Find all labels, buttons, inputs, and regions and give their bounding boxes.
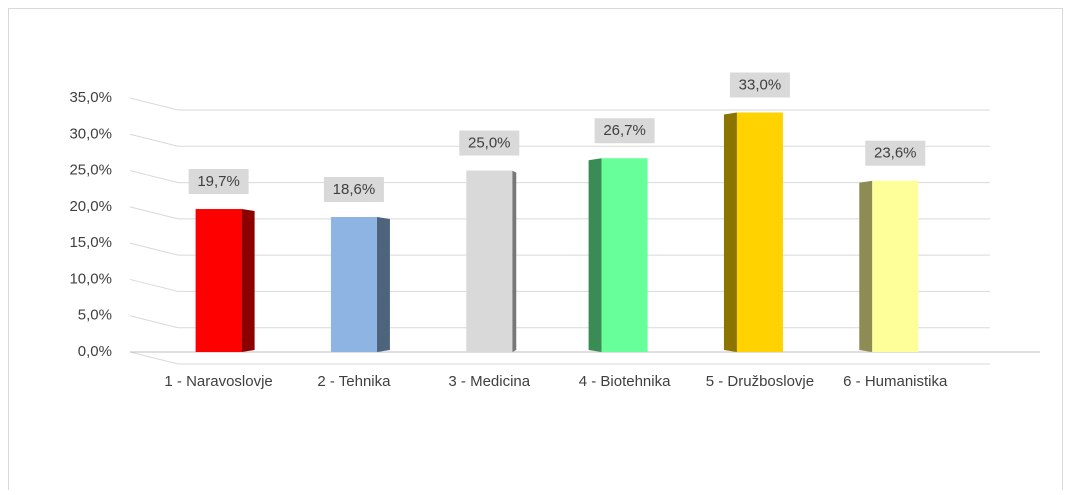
x-tick-label: 6 - Humanistika: [843, 373, 948, 390]
data-label-box: [729, 72, 790, 98]
data-label-box: [865, 140, 926, 166]
bar: [601, 158, 648, 352]
y-tick-label: 25,0%: [69, 162, 112, 179]
grid-line: [129, 242, 990, 256]
y-tick-label: 0,0%: [78, 343, 112, 360]
grid-line: [129, 133, 990, 147]
grid-line: [129, 170, 990, 184]
bar-side: [588, 158, 602, 352]
grid-line: [129, 278, 990, 292]
data-label: 19,7%: [197, 173, 240, 190]
bar-side: [512, 170, 517, 352]
bar-side: [723, 112, 737, 352]
bar-side: [376, 217, 390, 352]
data-label: 18,6%: [333, 181, 376, 198]
bar: [195, 209, 242, 352]
bar-side: [241, 209, 255, 352]
bar: [872, 180, 919, 352]
data-label: 26,7%: [603, 122, 646, 139]
bar: [466, 170, 513, 352]
y-tick-label: 15,0%: [69, 234, 112, 251]
y-tick-label: 35,0%: [69, 89, 112, 106]
x-tick-label: 3 - Medicina: [448, 373, 530, 390]
bar: [330, 217, 377, 352]
y-tick-label: 5,0%: [78, 307, 112, 324]
data-label-box: [323, 177, 384, 203]
bar: [736, 112, 783, 352]
x-tick-label: 2 - Tehnika: [317, 373, 391, 390]
y-tick-label: 30,0%: [69, 125, 112, 142]
grid-line: [129, 97, 990, 111]
bar-side: [859, 180, 873, 352]
grid-line: [129, 351, 990, 365]
x-tick-label: 1 - Naravoslovje: [164, 373, 272, 390]
data-label: 23,6%: [874, 145, 917, 162]
grid-line: [129, 206, 990, 220]
y-tick-label: 20,0%: [69, 198, 112, 215]
data-label: 33,0%: [739, 76, 782, 93]
data-label-box: [594, 118, 655, 144]
data-label: 25,0%: [468, 135, 511, 152]
y-tick-label: 10,0%: [69, 270, 112, 287]
x-tick-label: 4 - Biotehnika: [579, 373, 671, 390]
grid-line: [129, 315, 990, 329]
x-tick-label: 5 - Družboslovje: [706, 373, 814, 390]
data-label-box: [188, 169, 249, 195]
data-label-box: [459, 130, 520, 156]
